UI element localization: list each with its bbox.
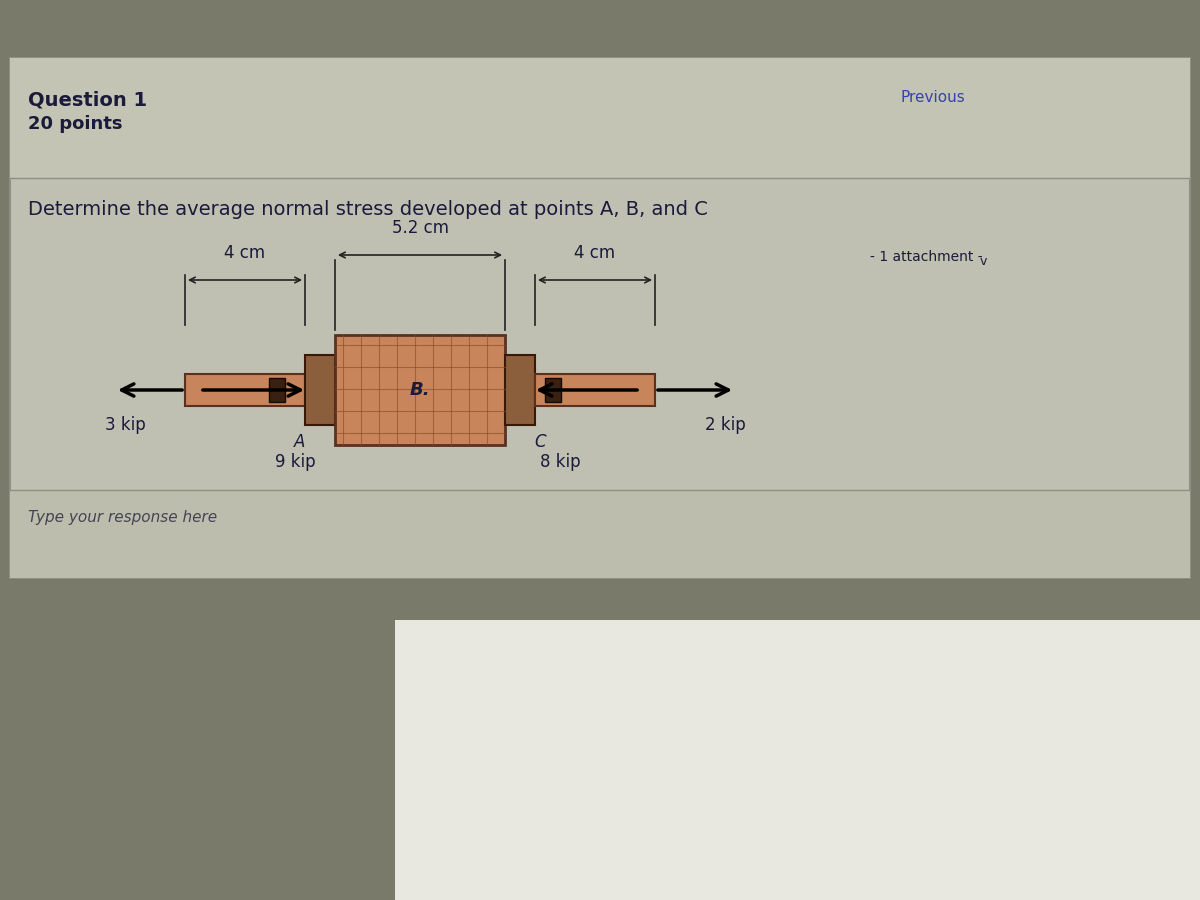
Bar: [10, 490, 1190, 578]
Text: 4 cm: 4 cm: [575, 244, 616, 262]
Text: 4 cm: 4 cm: [224, 244, 265, 262]
Text: - 1 attachment -: - 1 attachment -: [870, 250, 983, 264]
Text: v: v: [980, 255, 988, 268]
Bar: [269, 378, 286, 402]
Bar: [335, 335, 505, 445]
Text: 3 kip: 3 kip: [104, 416, 145, 434]
Text: 20 points: 20 points: [28, 115, 122, 133]
Text: Question 1: Question 1: [28, 90, 148, 109]
Text: 2 kip: 2 kip: [704, 416, 745, 434]
Text: Determine the average normal stress developed at points A, B, and C: Determine the average normal stress deve…: [28, 200, 708, 219]
Text: 5.2 cm: 5.2 cm: [391, 219, 449, 237]
Bar: [535, 374, 655, 406]
Bar: [505, 355, 535, 425]
Text: 8 kip: 8 kip: [540, 453, 581, 471]
Text: Type your response here: Type your response here: [28, 510, 217, 525]
Text: A: A: [294, 433, 306, 451]
Text: Previous: Previous: [900, 90, 965, 105]
Text: 9 kip: 9 kip: [275, 453, 316, 471]
Bar: [305, 355, 335, 425]
Text: B.: B.: [409, 381, 431, 399]
Bar: [185, 374, 305, 406]
Bar: [10, 58, 1190, 578]
Bar: [545, 378, 562, 402]
Bar: [395, 620, 1200, 900]
Text: C: C: [534, 433, 546, 451]
Bar: [10, 58, 1190, 178]
